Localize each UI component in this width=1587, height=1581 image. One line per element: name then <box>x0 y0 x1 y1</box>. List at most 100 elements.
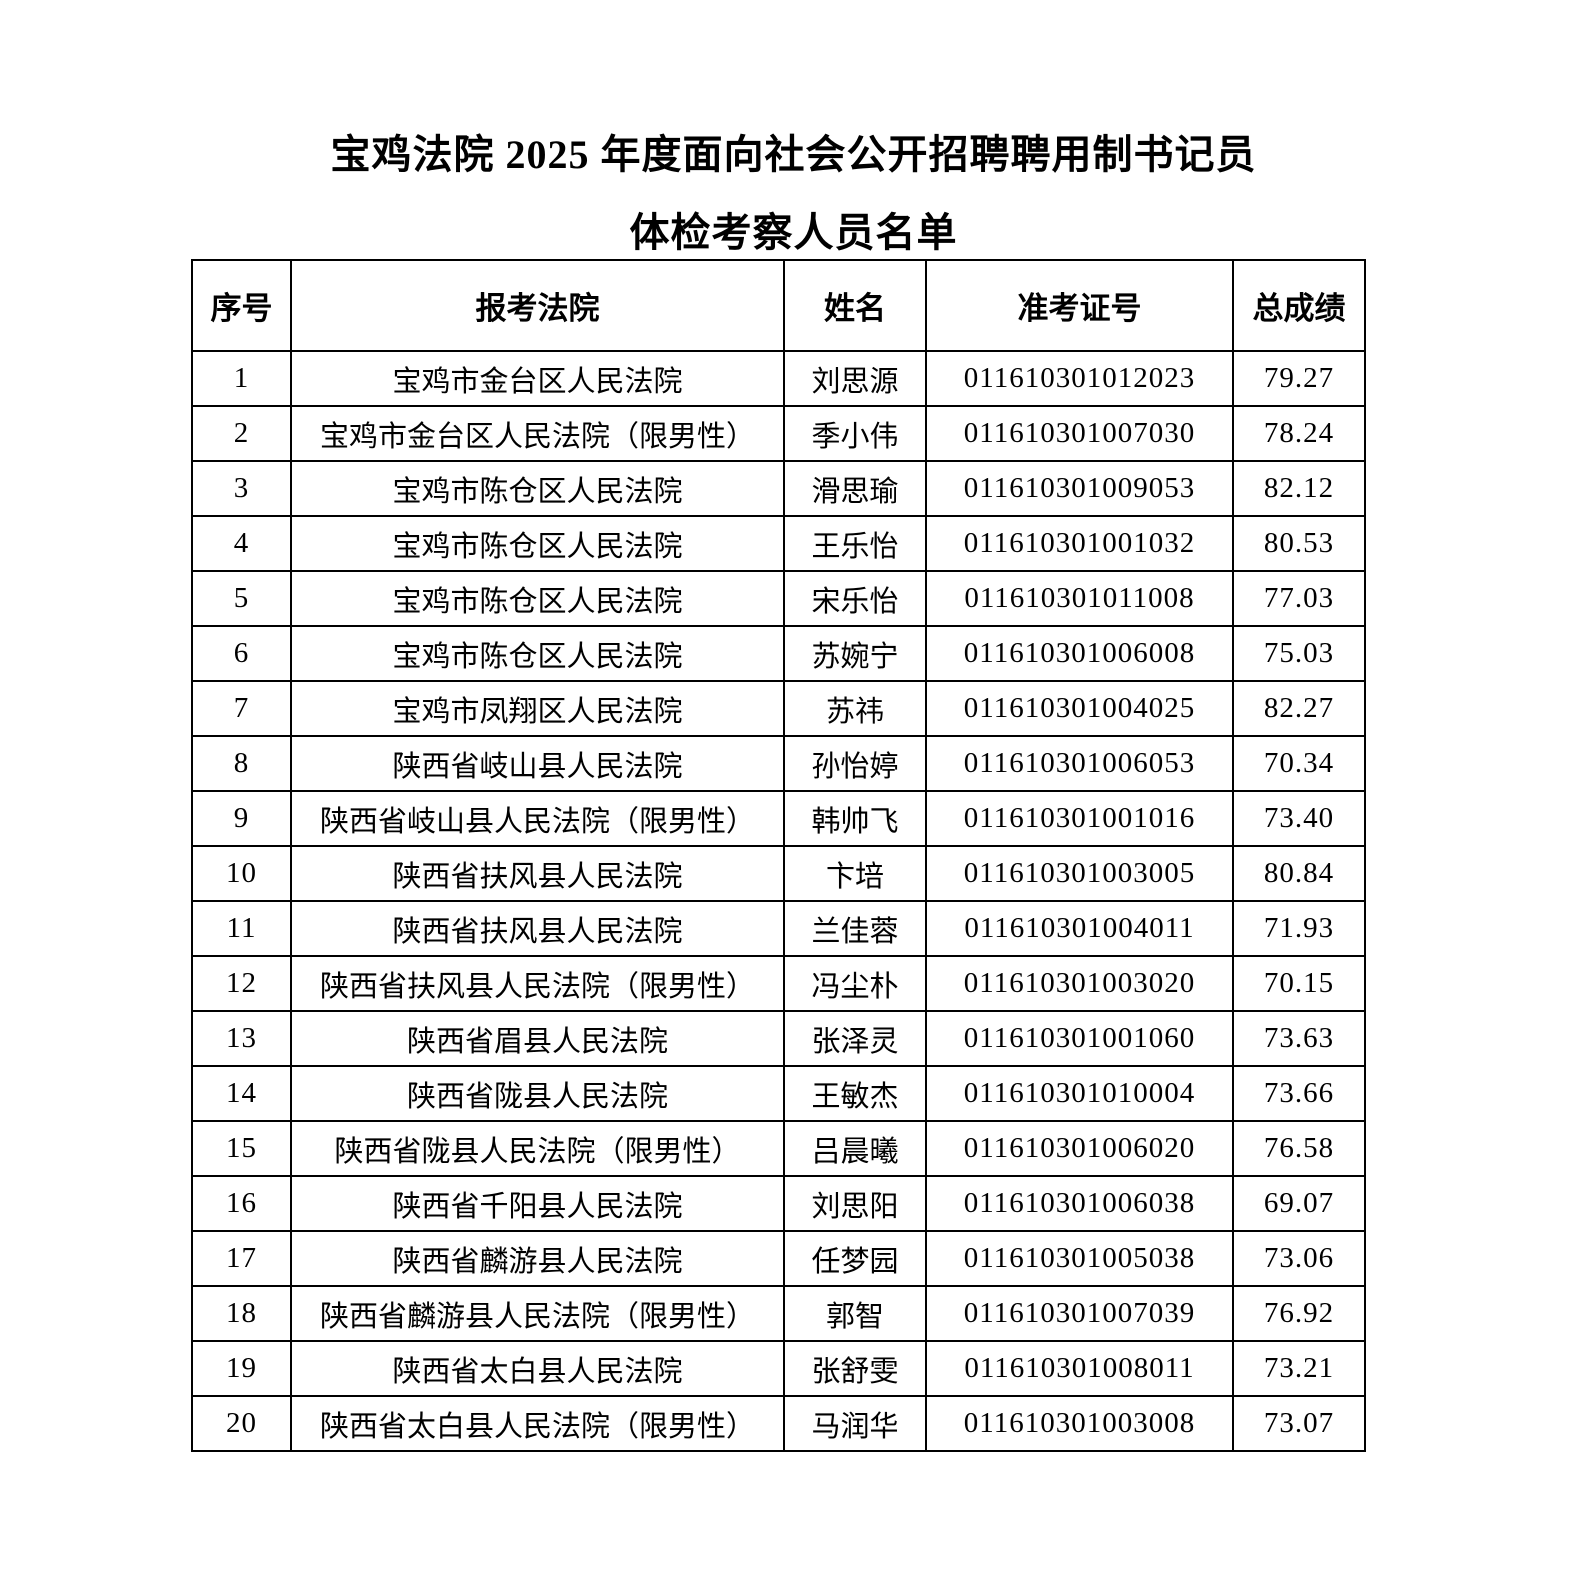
cell-name: 郭智 <box>783 1285 927 1342</box>
table-row: 7 宝鸡市凤翔区人民法院 苏祎 011610301004025 82.27 <box>191 680 1366 737</box>
table-row: 3 宝鸡市陈仓区人民法院 滑思瑜 011610301009053 82.12 <box>191 460 1366 517</box>
cell-total-score: 76.58 <box>1232 1120 1366 1177</box>
cell-total-score: 77.03 <box>1232 570 1366 627</box>
cell-total-score: 75.03 <box>1232 625 1366 682</box>
cell-exam-ticket-number: 011610301004011 <box>925 900 1234 957</box>
cell-exam-ticket-number: 011610301007030 <box>925 405 1234 462</box>
cell-serial-number: 8 <box>191 735 292 792</box>
cell-name: 季小伟 <box>783 405 927 462</box>
cell-serial-number: 5 <box>191 570 292 627</box>
cell-name: 任梦园 <box>783 1230 927 1287</box>
cell-exam-ticket-number: 011610301006008 <box>925 625 1234 682</box>
cell-exam-ticket-number: 011610301004025 <box>925 680 1234 737</box>
table-row: 14 陕西省陇县人民法院 王敏杰 011610301010004 73.66 <box>191 1065 1366 1122</box>
cell-exam-ticket-number: 011610301003005 <box>925 845 1234 902</box>
table-row: 2 宝鸡市金台区人民法院（限男性） 季小伟 011610301007030 78.24 <box>191 405 1366 462</box>
cell-total-score: 79.27 <box>1232 350 1366 407</box>
cell-serial-number: 13 <box>191 1010 292 1067</box>
cell-serial-number: 1 <box>191 350 292 407</box>
cell-total-score: 73.06 <box>1232 1230 1366 1287</box>
cell-total-score: 73.21 <box>1232 1340 1366 1397</box>
cell-total-score: 76.92 <box>1232 1285 1366 1342</box>
header-name: 姓名 <box>783 259 927 352</box>
cell-exam-ticket-number: 011610301011008 <box>925 570 1234 627</box>
cell-court-applied: 宝鸡市陈仓区人民法院 <box>290 460 785 517</box>
cell-name: 冯尘朴 <box>783 955 927 1012</box>
cell-name: 吕晨曦 <box>783 1120 927 1177</box>
table-row: 13 陕西省眉县人民法院 张泽灵 011610301001060 73.63 <box>191 1010 1366 1067</box>
cell-total-score: 70.34 <box>1232 735 1366 792</box>
header-exam-ticket-number: 准考证号 <box>925 259 1234 352</box>
cell-name: 刘思阳 <box>783 1175 927 1232</box>
table-row: 9 陕西省岐山县人民法院（限男性） 韩帅飞 011610301001016 73.40 <box>191 790 1366 847</box>
cell-exam-ticket-number: 011610301003008 <box>925 1395 1234 1452</box>
cell-exam-ticket-number: 011610301006020 <box>925 1120 1234 1177</box>
cell-court-applied: 陕西省千阳县人民法院 <box>290 1175 785 1232</box>
table-row: 11 陕西省扶风县人民法院 兰佳蓉 011610301004011 71.93 <box>191 900 1366 957</box>
cell-serial-number: 2 <box>191 405 292 462</box>
cell-serial-number: 3 <box>191 460 292 517</box>
cell-total-score: 69.07 <box>1232 1175 1366 1232</box>
table-row: 20 陕西省太白县人民法院（限男性） 马润华 011610301003008 73.07 <box>191 1395 1366 1452</box>
cell-serial-number: 20 <box>191 1395 292 1452</box>
cell-name: 孙怡婷 <box>783 735 927 792</box>
cell-serial-number: 4 <box>191 515 292 572</box>
table-row: 16 陕西省千阳县人民法院 刘思阳 011610301006038 69.07 <box>191 1175 1366 1232</box>
cell-name: 兰佳蓉 <box>783 900 927 957</box>
cell-court-applied: 宝鸡市凤翔区人民法院 <box>290 680 785 737</box>
cell-serial-number: 10 <box>191 845 292 902</box>
cell-total-score: 71.93 <box>1232 900 1366 957</box>
cell-total-score: 80.84 <box>1232 845 1366 902</box>
cell-court-applied: 陕西省岐山县人民法院（限男性） <box>290 790 785 847</box>
table-row: 15 陕西省陇县人民法院（限男性） 吕晨曦 011610301006020 76.58 <box>191 1120 1366 1177</box>
cell-total-score: 82.27 <box>1232 680 1366 737</box>
cell-court-applied: 陕西省扶风县人民法院 <box>290 900 785 957</box>
cell-name: 张舒雯 <box>783 1340 927 1397</box>
cell-court-applied: 陕西省麟游县人民法院 <box>290 1230 785 1287</box>
table-row: 17 陕西省麟游县人民法院 任梦园 011610301005038 73.06 <box>191 1230 1366 1287</box>
cell-total-score: 73.63 <box>1232 1010 1366 1067</box>
cell-total-score: 80.53 <box>1232 515 1366 572</box>
cell-name: 马润华 <box>783 1395 927 1452</box>
table-row: 10 陕西省扶风县人民法院 卞培 011610301003005 80.84 <box>191 845 1366 902</box>
cell-court-applied: 宝鸡市金台区人民法院 <box>290 350 785 407</box>
cell-name: 卞培 <box>783 845 927 902</box>
cell-name: 王乐怡 <box>783 515 927 572</box>
cell-serial-number: 9 <box>191 790 292 847</box>
cell-serial-number: 12 <box>191 955 292 1012</box>
cell-court-applied: 陕西省陇县人民法院 <box>290 1065 785 1122</box>
cell-name: 宋乐怡 <box>783 570 927 627</box>
cell-court-applied: 宝鸡市陈仓区人民法院 <box>290 625 785 682</box>
cell-serial-number: 18 <box>191 1285 292 1342</box>
cell-exam-ticket-number: 011610301001016 <box>925 790 1234 847</box>
cell-name: 韩帅飞 <box>783 790 927 847</box>
cell-court-applied: 陕西省太白县人民法院 <box>290 1340 785 1397</box>
header-serial-number: 序号 <box>191 259 292 352</box>
cell-court-applied: 陕西省麟游县人民法院（限男性） <box>290 1285 785 1342</box>
cell-total-score: 73.07 <box>1232 1395 1366 1452</box>
cell-name: 张泽灵 <box>783 1010 927 1067</box>
document-title-line2: 体检考察人员名单 <box>629 210 958 255</box>
table-row: 12 陕西省扶风县人民法院（限男性） 冯尘朴 011610301003020 70.15 <box>191 955 1366 1012</box>
cell-serial-number: 7 <box>191 680 292 737</box>
cell-exam-ticket-number: 011610301008011 <box>925 1340 1234 1397</box>
cell-total-score: 78.24 <box>1232 405 1366 462</box>
cell-name: 刘思源 <box>783 350 927 407</box>
cell-court-applied: 陕西省扶风县人民法院 <box>290 845 785 902</box>
header-court-applied: 报考法院 <box>290 259 785 352</box>
cell-serial-number: 15 <box>191 1120 292 1177</box>
cell-name: 滑思瑜 <box>783 460 927 517</box>
cell-exam-ticket-number: 011610301003020 <box>925 955 1234 1012</box>
cell-name: 苏祎 <box>783 680 927 737</box>
cell-serial-number: 11 <box>191 900 292 957</box>
cell-serial-number: 17 <box>191 1230 292 1287</box>
table-row: 18 陕西省麟游县人民法院（限男性） 郭智 011610301007039 76.92 <box>191 1285 1366 1342</box>
cell-total-score: 73.40 <box>1232 790 1366 847</box>
table-row: 6 宝鸡市陈仓区人民法院 苏婉宁 011610301006008 75.03 <box>191 625 1366 682</box>
cell-serial-number: 19 <box>191 1340 292 1397</box>
table-row: 8 陕西省岐山县人民法院 孙怡婷 011610301006053 70.34 <box>191 735 1366 792</box>
cell-court-applied: 陕西省太白县人民法院（限男性） <box>290 1395 785 1452</box>
cell-name: 王敏杰 <box>783 1065 927 1122</box>
cell-exam-ticket-number: 011610301009053 <box>925 460 1234 517</box>
table-header-row: 序号 报考法院 姓名 准考证号 总成绩 <box>191 259 1366 352</box>
